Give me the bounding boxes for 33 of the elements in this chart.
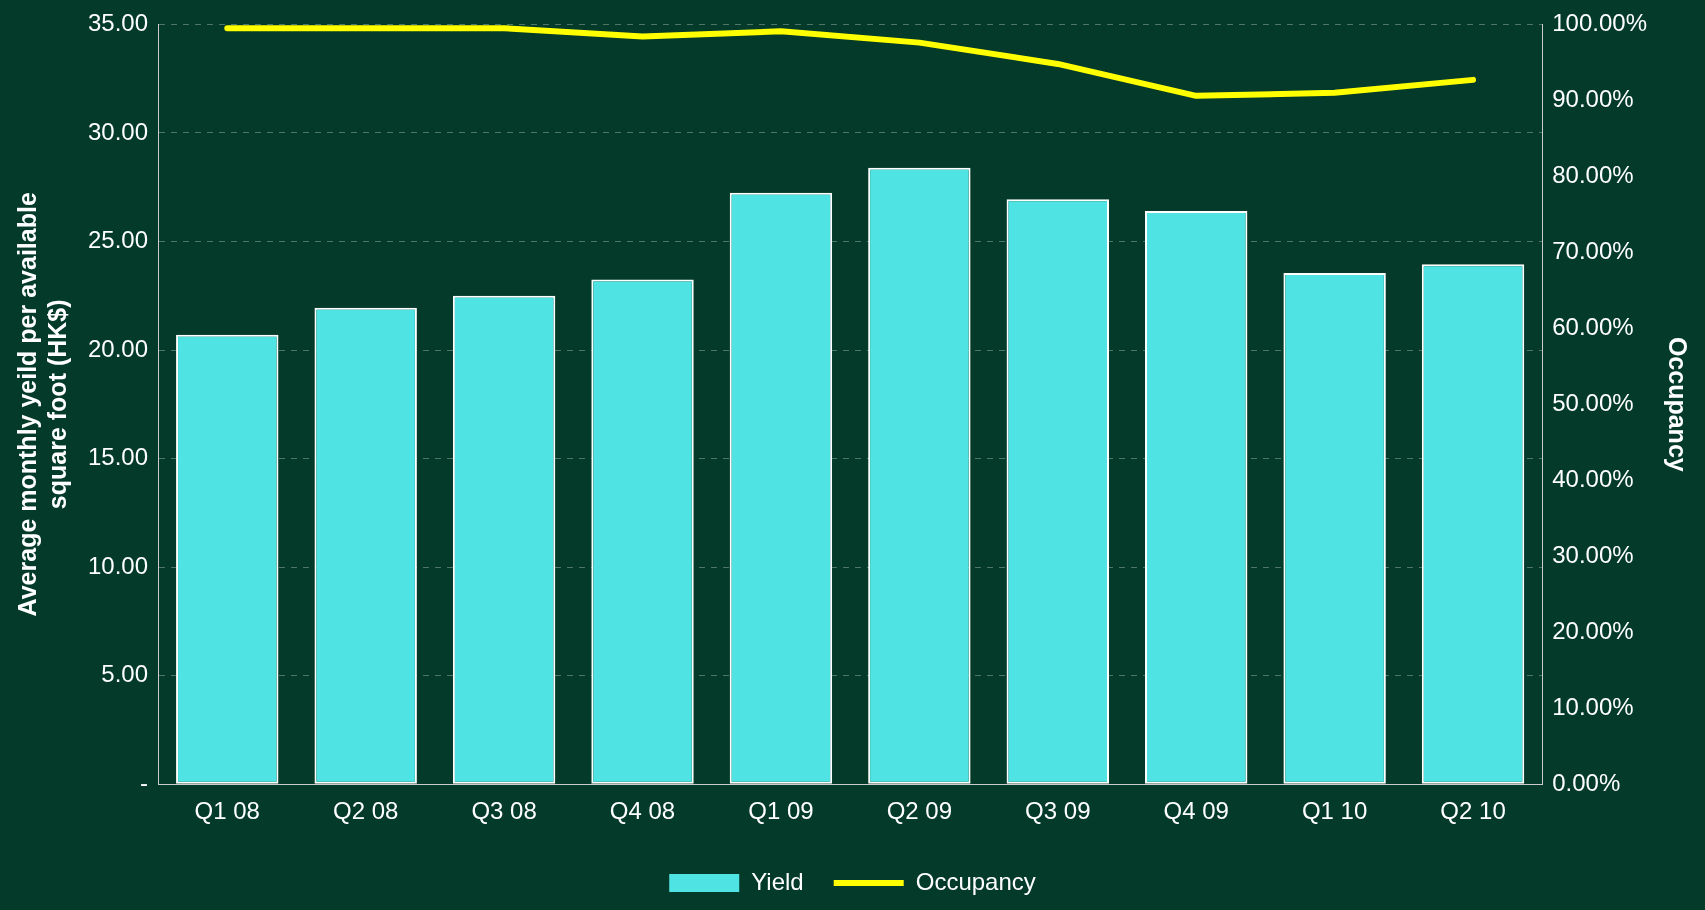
x-tick-label: Q1 08 [194, 797, 260, 825]
x-tick-label: Q4 09 [1163, 797, 1229, 825]
y-tick-label: 20.00 [88, 334, 149, 362]
y2-tick-label: 30.00% [1552, 540, 1634, 568]
y-tick-label: - [140, 768, 149, 796]
legend-label: Yield [751, 867, 804, 895]
y2-tick-label: 50.00% [1552, 388, 1634, 416]
y2-tick-label: 80.00% [1552, 160, 1634, 188]
y2-tick-label: 20.00% [1552, 616, 1634, 644]
y-tick-label: 5.00 [101, 660, 149, 688]
y-tick-label: 15.00 [88, 443, 149, 471]
x-tick-label: Q4 08 [609, 797, 676, 825]
y-tick-label: 35.00 [88, 9, 149, 37]
x-tick-label: Q3 09 [1025, 797, 1091, 825]
y2-axis-title: Occupancy [1664, 336, 1693, 472]
x-tick-label: Q2 09 [886, 797, 953, 825]
x-tick-label: Q2 10 [1440, 797, 1506, 825]
x-tick-label: Q3 08 [471, 797, 537, 825]
y2-tick-label: 0.00% [1552, 768, 1621, 796]
y2-tick-label: 70.00% [1552, 236, 1634, 264]
y2-tick-label: 90.00% [1552, 85, 1634, 112]
y2-tick-label: 10.00% [1552, 692, 1634, 720]
y2-tick-label: 100.00% [1552, 9, 1647, 37]
legend-label: Occupancy [915, 867, 1036, 895]
y-axis-title: Average monthly yeild per available square foot (HK$) [12, 192, 71, 617]
y2-tick-label: 40.00% [1552, 464, 1634, 492]
x-tick-label: Q2 08 [332, 797, 399, 825]
y-tick-label: 10.00 [88, 551, 149, 579]
x-tick-label: Q1 10 [1301, 797, 1368, 825]
y2-tick-label: 60.00% [1552, 312, 1634, 340]
x-tick-label: Q1 09 [748, 797, 814, 825]
y-tick-label: 30.00 [88, 117, 149, 145]
y-tick-label: 25.00 [88, 226, 149, 254]
